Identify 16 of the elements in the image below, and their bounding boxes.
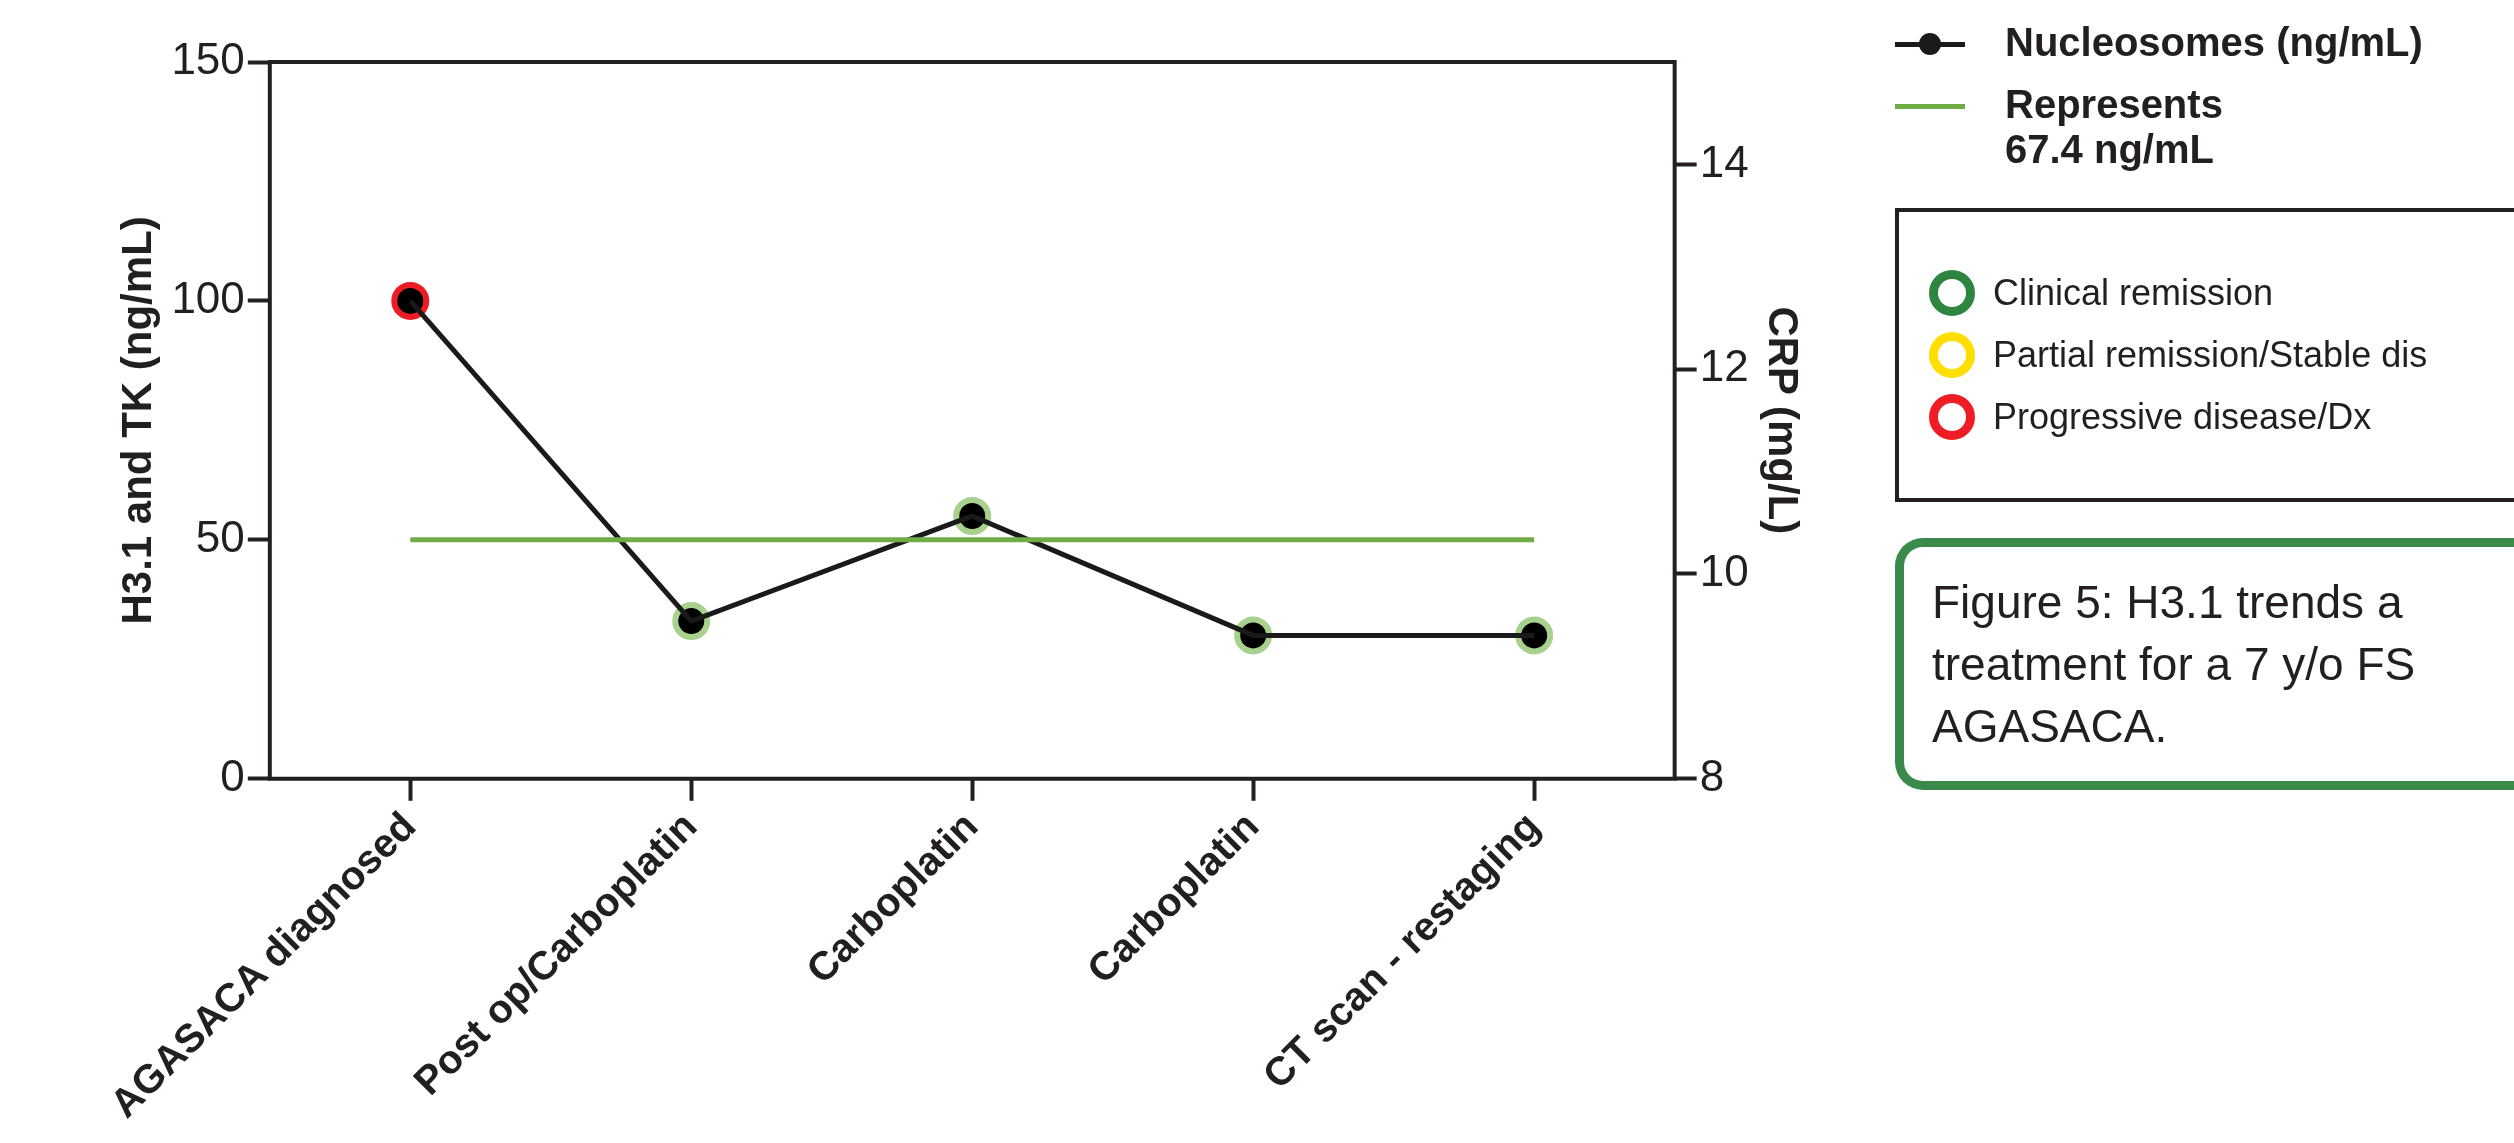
text: Progressive disease/Dx: [1993, 396, 2372, 438]
y-tick-label: 0: [220, 750, 245, 800]
y2-tick-label: 14: [1699, 136, 1749, 186]
text: Partial remission/Stable dis: [1993, 334, 2428, 376]
y-tick-label: 150: [171, 34, 245, 84]
y2-tick-label: 12: [1699, 341, 1749, 391]
y2-tick-label: 8: [1699, 750, 1725, 800]
y-tick-label: 100: [171, 273, 245, 323]
text: Clinical remission: [1993, 272, 2274, 314]
legend-label: Represents 67.4 ng/mL: [2005, 82, 2224, 172]
y2-axis-title: CRP (mg/L): [1760, 306, 1808, 535]
legend-label: Nucleosomes (ng/mL): [2005, 20, 2423, 65]
y-tick-label: 50: [195, 511, 245, 561]
y2-tick-label: 10: [1699, 546, 1749, 596]
y-axis-title: H3.1 and TK (ng/mL): [112, 216, 160, 625]
caption: Figure 5: H3.1 trends a treatment for a 7 y/o FS AGASACA.: [1895, 538, 2514, 790]
